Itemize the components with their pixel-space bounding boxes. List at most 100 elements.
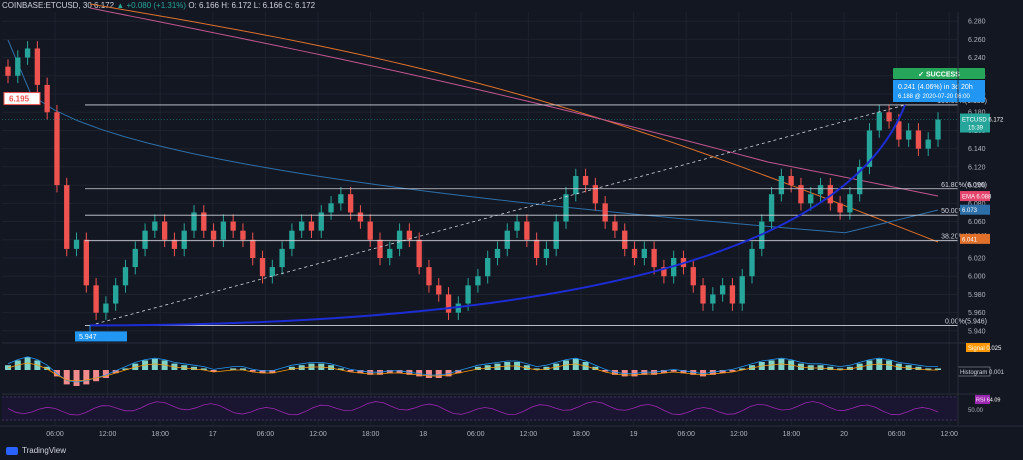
x-tick-label: 06:00	[257, 431, 275, 438]
candle-body	[710, 294, 716, 304]
last-price: 6.172	[94, 1, 115, 10]
candle-body	[436, 285, 442, 295]
y-tick-label: 5.940	[968, 328, 986, 335]
left-price-value: 6.195	[9, 95, 30, 104]
macd-histogram-bar	[533, 368, 540, 370]
macd-histogram-bar	[602, 370, 609, 372]
x-tick-label: 18:00	[151, 431, 169, 438]
candle-body	[514, 221, 520, 231]
macd-histogram-bar	[200, 368, 207, 370]
candle-body	[181, 230, 187, 249]
chart-canvas[interactable]: 06:00 12:00 18:00 17 06:00 12:00 18:00 18 06:00 1…	[0, 0, 1023, 441]
candle-body	[837, 203, 843, 213]
macd-histogram-bar	[83, 370, 90, 385]
x-tick-label: 06:00	[888, 431, 906, 438]
macd-histogram-bar	[729, 370, 736, 372]
candle-body	[690, 267, 696, 286]
candle-body	[866, 130, 873, 167]
candle-body	[876, 112, 882, 131]
candle-body	[426, 267, 432, 286]
candle-body	[475, 276, 481, 286]
candle-body	[739, 276, 745, 304]
macd-histogram-bar	[239, 368, 246, 370]
candle-body	[445, 294, 452, 313]
macd-histogram-bar	[837, 368, 844, 370]
candle-body	[563, 194, 569, 222]
candle-body	[935, 119, 941, 140]
x-tick-label: 12:00	[730, 431, 748, 438]
rsi-tag-box	[975, 395, 990, 404]
candle-body	[44, 84, 50, 113]
y-tick-label: 6.180	[968, 110, 986, 117]
candle-body	[827, 185, 833, 204]
candle-body	[269, 267, 275, 277]
candle-body	[622, 230, 628, 249]
x-tick-label: 06:00	[46, 431, 64, 438]
symbol-label[interactable]: COINBASE:ETCUSD, 30	[2, 1, 92, 10]
candle-body	[847, 194, 853, 213]
candle-body	[73, 239, 80, 249]
candle-body	[778, 176, 785, 195]
candle-body	[533, 239, 540, 258]
candle-body	[582, 176, 589, 186]
x-tick-label: 19	[630, 431, 638, 438]
candle-body	[54, 112, 60, 186]
chart-header: COINBASE:ETCUSD, 30 6.172 ▲ +0.080 (+1.3…	[2, 1, 315, 10]
candle-body	[250, 239, 256, 258]
x-tick-label: 06:00	[467, 431, 485, 438]
ohlc-values: O: 6.166 H: 6.172 L: 6.166 C: 6.172	[188, 1, 316, 10]
macd-histogram-bar	[230, 368, 237, 370]
histogram-tag: Histogram 0.001	[960, 370, 1005, 376]
candle-body	[886, 112, 892, 122]
projection-info-box	[893, 80, 985, 102]
macd-histogram-bar	[112, 370, 119, 374]
candle-body	[93, 285, 99, 313]
candle-body	[318, 212, 324, 231]
candle-body	[161, 221, 168, 240]
candle-body	[210, 230, 217, 240]
x-tick-label: 12:00	[940, 431, 958, 438]
y-tick-label: 6.020	[968, 256, 986, 263]
candle-body	[504, 230, 510, 249]
candle-body	[631, 248, 638, 258]
candle-body	[387, 248, 393, 258]
candle-body	[308, 221, 315, 231]
candle-body	[83, 239, 89, 286]
macd-histogram-bar	[543, 366, 550, 370]
success-label: ✓ SUCCESS	[918, 72, 960, 79]
y-tick-label: 6.100	[968, 183, 986, 190]
candle-body	[485, 258, 491, 277]
macd-histogram-bar	[288, 366, 295, 370]
candle-body	[455, 303, 461, 313]
candle-body	[719, 285, 726, 295]
tradingview-logo[interactable]: TradingView	[6, 446, 66, 455]
candle-body	[768, 194, 775, 222]
candle-body	[788, 176, 794, 186]
candle-body	[700, 285, 706, 304]
macd-histogram-bar	[935, 368, 941, 370]
price-change: +0.080 (+1.31%)	[126, 1, 187, 10]
macd-histogram-bar	[474, 366, 481, 370]
macd-histogram-bar	[670, 370, 677, 372]
macd-histogram-bar	[269, 370, 276, 374]
macd-histogram-bar	[44, 366, 51, 370]
macd-histogram-bar	[739, 368, 746, 370]
price-label-symbol: ETCUSD 6.172	[962, 118, 1004, 124]
candle-body	[289, 230, 295, 249]
candle-body	[798, 185, 804, 204]
y-tick-label: 6.080	[968, 201, 986, 208]
candle-body	[122, 267, 129, 286]
candle-body	[34, 48, 41, 85]
macd-histogram-bar	[249, 370, 256, 372]
candle-body	[328, 203, 334, 213]
macd-histogram-bar	[93, 370, 100, 382]
candle-body	[494, 248, 501, 258]
macd-histogram-bar	[210, 370, 217, 372]
rsi-line	[7, 401, 939, 416]
ema-tag-box	[960, 191, 990, 202]
x-tick-label: 12:00	[309, 431, 327, 438]
macd-histogram-bar	[259, 370, 266, 374]
y-tick-label: 6.260	[968, 37, 986, 44]
projection-start-label: 5.947	[79, 334, 97, 341]
ema-tag: EMA 6.088	[962, 195, 992, 201]
